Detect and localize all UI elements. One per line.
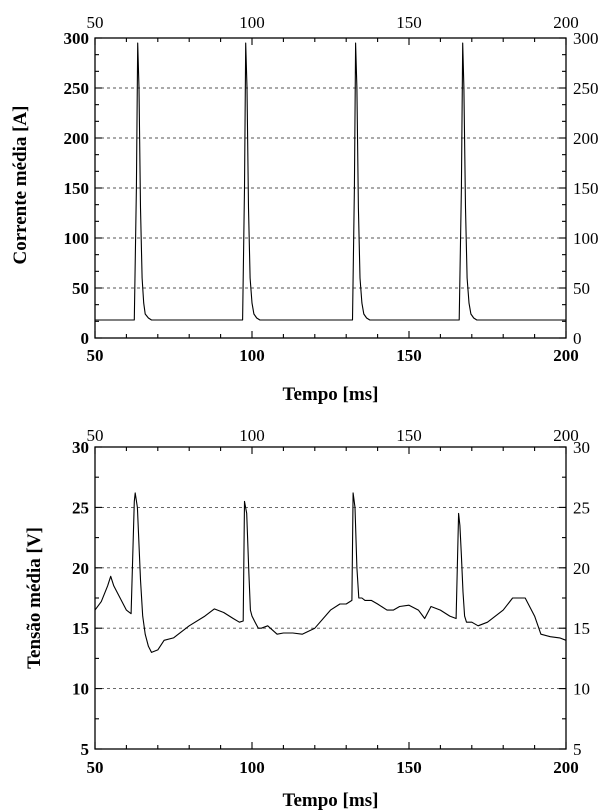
chart0-x-tick-label-top: 200 xyxy=(553,13,579,32)
chart1-y-tick-label-right: 5 xyxy=(573,740,582,759)
chart0-y-tick-label-left: 150 xyxy=(64,179,90,198)
chart1-y-tick-label-left: 15 xyxy=(72,619,89,638)
chart0-y-tick-label-right: 300 xyxy=(573,29,599,48)
chart0-y-tick-label-left: 50 xyxy=(72,279,89,298)
chart0-y-tick-label-right: 0 xyxy=(573,329,582,348)
chart0-x-tick-label-bottom: 200 xyxy=(553,346,579,365)
chart0-x-tick-label-top: 150 xyxy=(396,13,422,32)
chart1-y-axis-title: Tensão média [V] xyxy=(24,527,45,669)
chart1-x-tick-label-bottom: 150 xyxy=(396,758,422,777)
chart0-x-axis-title: Tempo [ms] xyxy=(283,384,379,405)
chart0-x-tick-label-top: 50 xyxy=(87,13,104,32)
chart0-y-axis-title: Corrente média [A] xyxy=(10,106,31,265)
chart1-x-tick-label-top: 150 xyxy=(396,426,422,445)
chart1-x-tick-label-top: 50 xyxy=(87,426,104,445)
chart1-x-tick-label-bottom: 200 xyxy=(553,758,579,777)
chart1-y-tick-label-right: 20 xyxy=(573,559,590,578)
chart1-y-tick-label-left: 30 xyxy=(72,438,89,457)
chart1-y-tick-label-left: 20 xyxy=(72,559,89,578)
chart0-y-tick-label-right: 150 xyxy=(573,179,599,198)
chart1-y-tick-label-left: 5 xyxy=(81,740,90,759)
chart0-x-tick-label-bottom: 50 xyxy=(87,346,104,365)
chart0-y-tick-label-left: 200 xyxy=(64,129,90,148)
chart1-x-tick-label-top: 200 xyxy=(553,426,579,445)
chart1-y-tick-label-left: 25 xyxy=(72,498,89,517)
chart1-x-tick-label-bottom: 100 xyxy=(239,758,265,777)
chart0-x-tick-label-bottom: 100 xyxy=(239,346,265,365)
chart0-y-tick-label-left: 100 xyxy=(64,229,90,248)
chart0-x-tick-label-top: 100 xyxy=(239,13,265,32)
chart1-y-tick-label-left: 10 xyxy=(72,680,89,699)
chart0-y-tick-label-right: 50 xyxy=(573,279,590,298)
chart1-x-tick-label-top: 100 xyxy=(239,426,265,445)
chart0-y-tick-label-left: 0 xyxy=(81,329,90,348)
chart0-y-tick-label-left: 300 xyxy=(64,29,90,48)
chart1-series-line xyxy=(94,492,567,653)
chart1-plot-frame xyxy=(94,446,567,750)
chart0-y-tick-label-right: 100 xyxy=(573,229,599,248)
chart1-y-tick-label-right: 15 xyxy=(573,619,590,638)
chart1-y-tick-label-right: 10 xyxy=(573,680,590,699)
chart0-x-tick-label-bottom: 150 xyxy=(396,346,422,365)
chart1-x-tick-label-bottom: 50 xyxy=(87,758,104,777)
chart1-y-tick-label-right: 30 xyxy=(573,438,590,457)
chart0-series-line xyxy=(95,42,566,321)
chart0-y-tick-label-right: 200 xyxy=(573,129,599,148)
chart0-y-tick-label-right: 250 xyxy=(573,79,599,98)
chart0-y-tick-label-left: 250 xyxy=(64,79,90,98)
chart1-y-tick-label-right: 25 xyxy=(573,498,590,517)
chart1-x-axis-title: Tempo [ms] xyxy=(283,790,379,811)
